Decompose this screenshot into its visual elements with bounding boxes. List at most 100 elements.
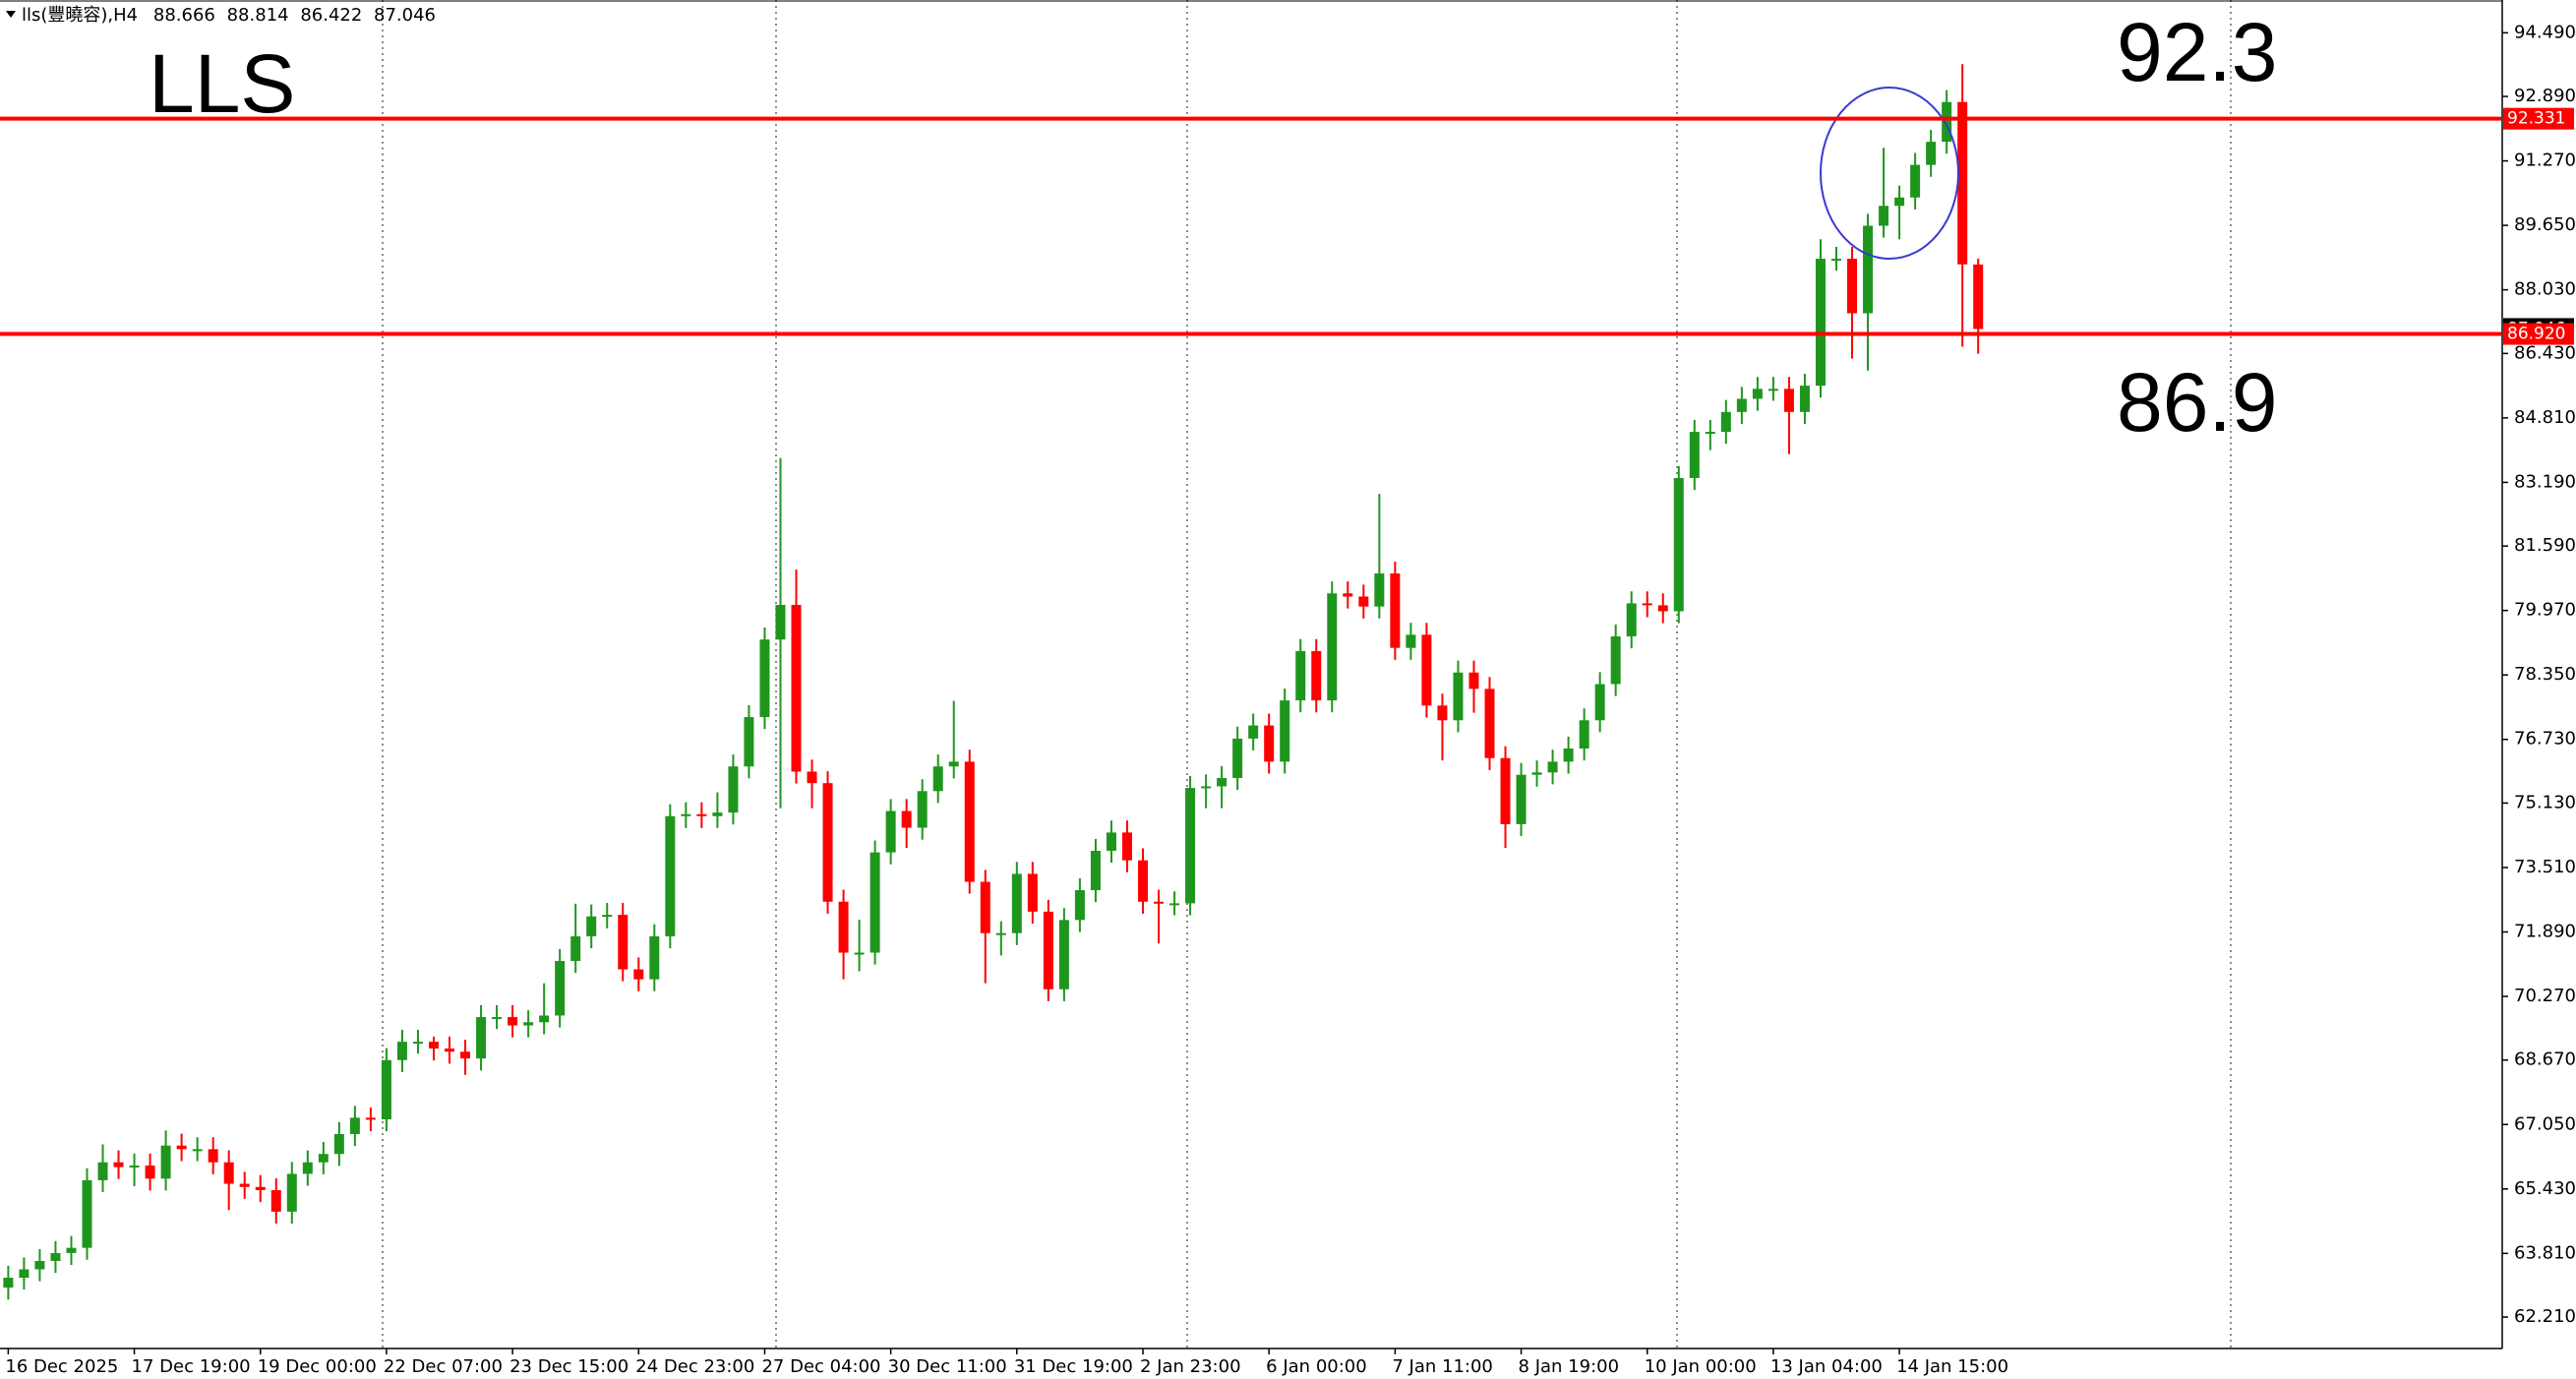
- candle-body: [1563, 749, 1574, 762]
- candle-body: [869, 852, 880, 953]
- y-tick-label: 92.890: [2514, 86, 2576, 106]
- candle-body: [1121, 832, 1132, 861]
- candle-body: [192, 1149, 203, 1152]
- y-tick-label: 79.970: [2514, 600, 2576, 621]
- candle-body: [555, 961, 566, 1016]
- level-box: [2503, 323, 2574, 345]
- chart-header: lls(豐曉容),H4 88.666 88.814 86.422 87.046: [22, 5, 436, 26]
- candle-body: [1217, 777, 1228, 787]
- candle-body: [1248, 725, 1259, 739]
- candle-body: [712, 812, 723, 816]
- candle-body: [1720, 411, 1731, 433]
- candle-body: [1169, 903, 1180, 906]
- candle-body: [97, 1162, 108, 1180]
- level-label: 92.331: [2507, 109, 2565, 129]
- candle-body: [1232, 738, 1243, 778]
- header-close: 87.046: [374, 5, 436, 26]
- candle-body: [1058, 920, 1069, 989]
- candle-body: [775, 605, 786, 640]
- y-tick-label: 63.810: [2514, 1242, 2576, 1263]
- y-tick-label: 65.430: [2514, 1178, 2576, 1199]
- candle-body: [539, 1015, 550, 1023]
- candle-body: [1295, 650, 1306, 701]
- candle-body: [349, 1117, 360, 1134]
- candle-body: [728, 766, 739, 813]
- candle-body: [1421, 634, 1432, 706]
- candle-body: [1752, 389, 1763, 399]
- candle-body: [948, 761, 959, 767]
- candle-body: [665, 815, 676, 936]
- candle-body: [1783, 389, 1794, 412]
- candle-body: [1894, 197, 1905, 207]
- candle-body: [1767, 389, 1778, 391]
- y-tick-label: 68.670: [2514, 1049, 2576, 1070]
- candle-body: [1799, 386, 1810, 412]
- candle-body: [807, 771, 817, 784]
- candle-body: [1957, 101, 1968, 265]
- candle-body: [1657, 605, 1668, 612]
- candle-body: [1280, 700, 1290, 762]
- candle-body: [1847, 259, 1858, 314]
- x-tick-label: 7 Jan 11:00: [1392, 1356, 1493, 1377]
- highlight-ellipse: [1820, 87, 1959, 260]
- candle-body: [1689, 432, 1700, 478]
- candle-body: [1106, 832, 1116, 851]
- candle-body: [1879, 206, 1889, 226]
- candle-body: [1910, 164, 1921, 198]
- candle-body: [885, 810, 896, 853]
- candle-body: [3, 1278, 14, 1289]
- annotation: 86.9: [2117, 356, 2278, 449]
- candle-body: [1531, 772, 1542, 775]
- candles: [3, 64, 1984, 1300]
- level-label: 86.920: [2507, 325, 2565, 344]
- candle-body: [365, 1117, 376, 1120]
- candle-body: [1468, 672, 1479, 690]
- candle-body: [492, 1017, 503, 1020]
- candle-body: [1358, 596, 1369, 607]
- x-tick-label: 14 Jan 15:00: [1896, 1356, 2008, 1377]
- candle-body: [1500, 757, 1511, 824]
- candle-body: [176, 1145, 187, 1150]
- candle-body: [223, 1162, 234, 1184]
- y-tick-label: 71.890: [2514, 921, 2576, 941]
- candle-body: [1264, 725, 1275, 762]
- candle-body: [286, 1173, 297, 1212]
- candle-body: [50, 1252, 61, 1262]
- x-tick-label: 22 Dec 07:00: [384, 1356, 503, 1377]
- candle-body: [759, 639, 770, 718]
- header-low: 86.422: [300, 5, 362, 26]
- candle-body: [917, 791, 928, 828]
- candle-body: [932, 766, 943, 792]
- candle-body: [995, 932, 1006, 935]
- x-tick-label: 24 Dec 23:00: [635, 1356, 754, 1377]
- candle-body: [838, 901, 849, 953]
- y-tick-label: 67.050: [2514, 1113, 2576, 1134]
- candle-body: [1642, 603, 1652, 606]
- candle-body: [270, 1190, 281, 1212]
- header-high: 88.814: [227, 5, 289, 26]
- candle-body: [1185, 788, 1196, 904]
- candle-body: [82, 1179, 92, 1248]
- candle-body: [1626, 603, 1637, 636]
- x-tick-label: 19 Dec 00:00: [258, 1356, 377, 1377]
- candle-body: [113, 1162, 124, 1168]
- menu-triangle[interactable]: [6, 11, 16, 18]
- candle-body: [964, 761, 975, 882]
- candle-body: [1736, 398, 1747, 412]
- candle-body: [681, 813, 691, 816]
- candle-body: [1815, 259, 1826, 387]
- y-tick-label: 76.730: [2514, 729, 2576, 749]
- x-tick-label: 17 Dec 19:00: [132, 1356, 251, 1377]
- candle-body: [586, 916, 597, 936]
- candle-body: [696, 813, 707, 816]
- candle-body: [302, 1162, 313, 1174]
- candle-body: [476, 1017, 487, 1059]
- candle-body: [1390, 573, 1401, 648]
- candle-body: [1942, 101, 1952, 143]
- candle-body: [239, 1183, 250, 1187]
- x-tick-label: 8 Jan 19:00: [1519, 1356, 1620, 1377]
- level-box: [2503, 107, 2574, 130]
- candle-body: [396, 1042, 407, 1060]
